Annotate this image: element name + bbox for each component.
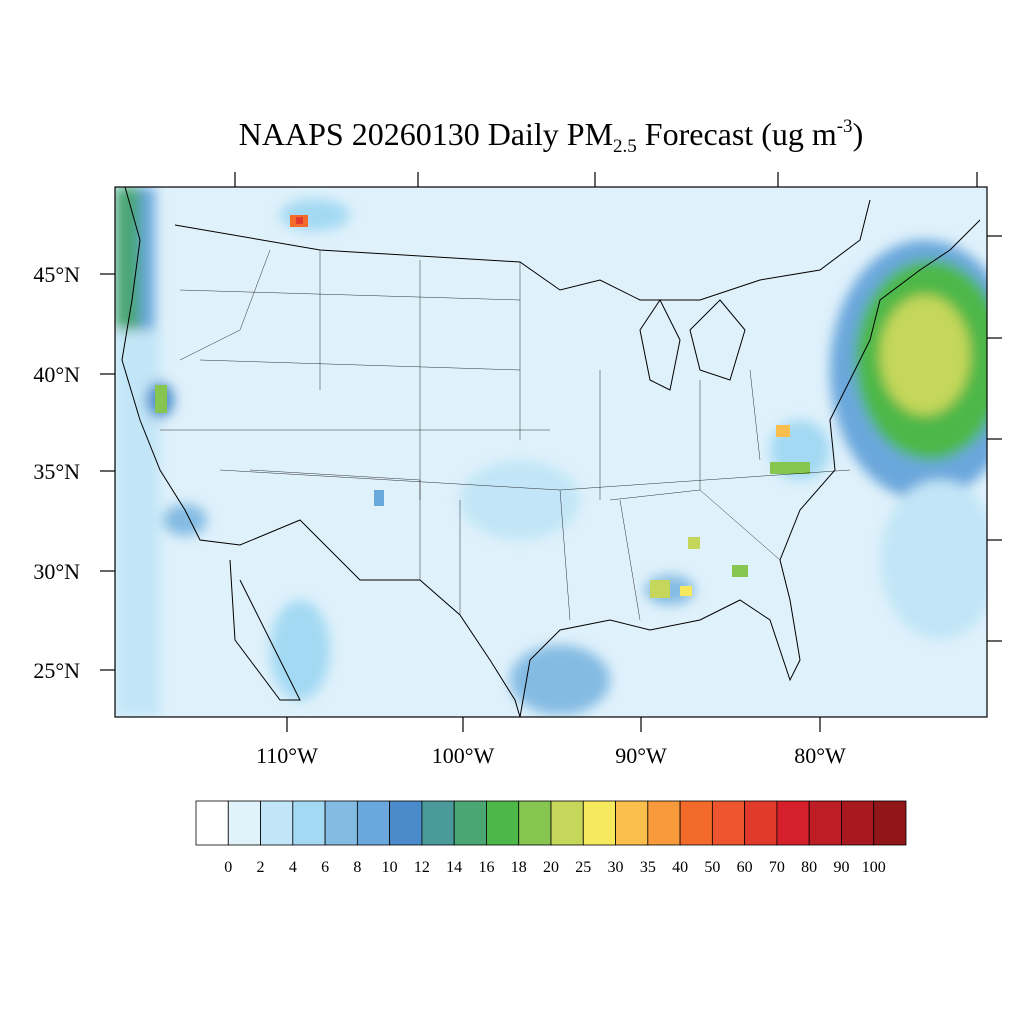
colorbar-box bbox=[421, 800, 455, 846]
lon-label: 90°W bbox=[615, 743, 667, 768]
colorbar-label: 16 bbox=[478, 859, 494, 876]
colorbar-label: 80 bbox=[801, 859, 817, 876]
colorbar-label: 50 bbox=[704, 859, 720, 876]
title-end: ) bbox=[853, 116, 864, 152]
colorbar-label: 4 bbox=[289, 859, 297, 876]
colorbar-box bbox=[776, 800, 810, 846]
colorbar-box bbox=[324, 800, 358, 846]
map-frame bbox=[114, 186, 988, 718]
colorbar-box bbox=[389, 800, 423, 846]
colorbar-box bbox=[744, 800, 778, 846]
colorbar-label: 30 bbox=[608, 859, 624, 876]
lat-label: 40°N bbox=[33, 362, 80, 387]
title: NAAPS 20260130 Daily PM2.5 Forecast (ug … bbox=[239, 116, 863, 157]
lat-label: 45°N bbox=[33, 262, 80, 287]
colorbar-label: 20 bbox=[543, 859, 559, 876]
lat-label: 35°N bbox=[33, 459, 80, 484]
colorbar-box bbox=[486, 800, 520, 846]
map-ticks bbox=[100, 172, 1002, 732]
colorbar-label: 10 bbox=[382, 859, 398, 876]
colorbar-box bbox=[841, 800, 875, 846]
map-field bbox=[115, 187, 987, 717]
colorbar-label: 60 bbox=[737, 859, 753, 876]
colorbar-label: 6 bbox=[321, 859, 329, 876]
colorbar-label: 40 bbox=[672, 859, 688, 876]
colorbar-box bbox=[615, 800, 649, 846]
colorbar-label: 35 bbox=[640, 859, 656, 876]
colorbar-box bbox=[518, 800, 552, 846]
colorbar-box bbox=[711, 800, 746, 846]
lon-label: 80°W bbox=[794, 743, 846, 768]
lat-label: 30°N bbox=[33, 559, 80, 584]
colorbar: 0 2 4 6 8 10 12 14 16 18 20 25 30 35 40 50 60 70 80 90 100 bbox=[195, 800, 907, 876]
title-mid: Forecast (ug m bbox=[637, 116, 837, 152]
title-sup: -3 bbox=[837, 116, 853, 137]
colorbar-box bbox=[356, 800, 391, 846]
colorbar-label: 70 bbox=[769, 859, 785, 876]
colorbar-box bbox=[550, 800, 584, 846]
colorbar-box bbox=[195, 800, 229, 846]
colorbar-label: 12 bbox=[414, 859, 430, 876]
colorbar-box bbox=[647, 800, 681, 846]
colorbar-label: 100 bbox=[862, 859, 886, 876]
colorbar-box bbox=[292, 800, 326, 846]
colorbar-box bbox=[679, 800, 713, 846]
title-sub: 2.5 bbox=[613, 136, 637, 157]
colorbar-label: 8 bbox=[353, 859, 361, 876]
lon-labels: 110°W 100°W 90°W 80°W bbox=[256, 743, 846, 768]
colorbar-box bbox=[582, 800, 616, 846]
colorbar-label: 18 bbox=[511, 859, 527, 876]
lat-label: 25°N bbox=[33, 658, 80, 683]
colorbar-label: 2 bbox=[257, 859, 265, 876]
colorbar-box bbox=[260, 800, 294, 846]
lon-label: 110°W bbox=[256, 743, 318, 768]
colorbar-label: 25 bbox=[575, 859, 591, 876]
colorbar-box bbox=[227, 800, 261, 846]
colorbar-box bbox=[453, 800, 487, 846]
title-main: NAAPS 20260130 Daily PM bbox=[239, 116, 613, 152]
lon-label: 100°W bbox=[432, 743, 495, 768]
colorbar-box bbox=[808, 800, 842, 846]
colorbar-label: 14 bbox=[446, 859, 462, 876]
colorbar-box bbox=[873, 800, 907, 846]
lat-labels: 45°N 40°N 35°N 30°N 25°N bbox=[33, 262, 80, 683]
colorbar-label: 90 bbox=[833, 859, 849, 876]
colorbar-label: 0 bbox=[224, 859, 232, 876]
